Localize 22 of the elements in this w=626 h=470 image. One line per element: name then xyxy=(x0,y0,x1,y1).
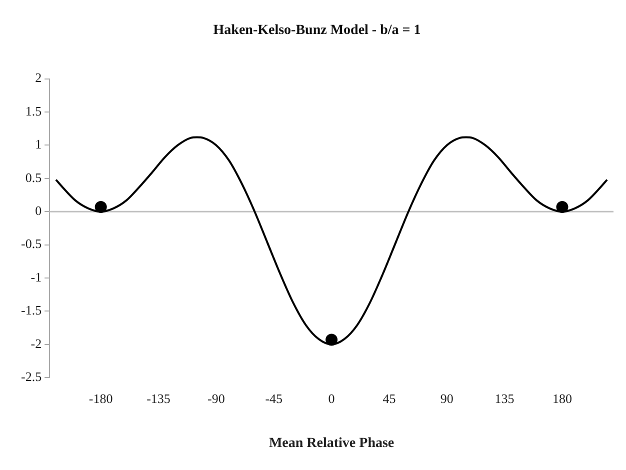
line-series xyxy=(54,136,608,346)
y-tick-label: -2 xyxy=(30,336,42,351)
y-tick-label: -2.5 xyxy=(20,369,42,384)
x-axis-title: Mean Relative Phase xyxy=(268,436,394,452)
x-tick-label: 45 xyxy=(382,390,396,406)
chart-title: Haken-Kelso-Bunz Model - b/a = 1 xyxy=(213,23,421,38)
y-tick-label: 1 xyxy=(35,136,42,152)
y-tick-label: 1.5 xyxy=(25,103,42,118)
x-tick-label: 180 xyxy=(552,390,572,406)
x-tick-label: 135 xyxy=(494,390,514,406)
x-tick-label: 0 xyxy=(328,390,335,406)
y-tick-label: 0.5 xyxy=(25,170,42,185)
x-tick-label: -45 xyxy=(265,390,283,406)
x-tick-label: -135 xyxy=(146,390,170,406)
y-tick-label: -1.5 xyxy=(20,302,42,318)
y-tick-label: -1 xyxy=(30,269,42,284)
x-tick-label: -180 xyxy=(88,390,113,406)
y-tick-label: 2 xyxy=(35,70,42,86)
y-tick-label: -0.5 xyxy=(20,236,42,252)
x-tick-label: -90 xyxy=(208,390,225,406)
y-tick-label: 0 xyxy=(35,203,42,218)
x-tick-label: 90 xyxy=(440,390,454,406)
